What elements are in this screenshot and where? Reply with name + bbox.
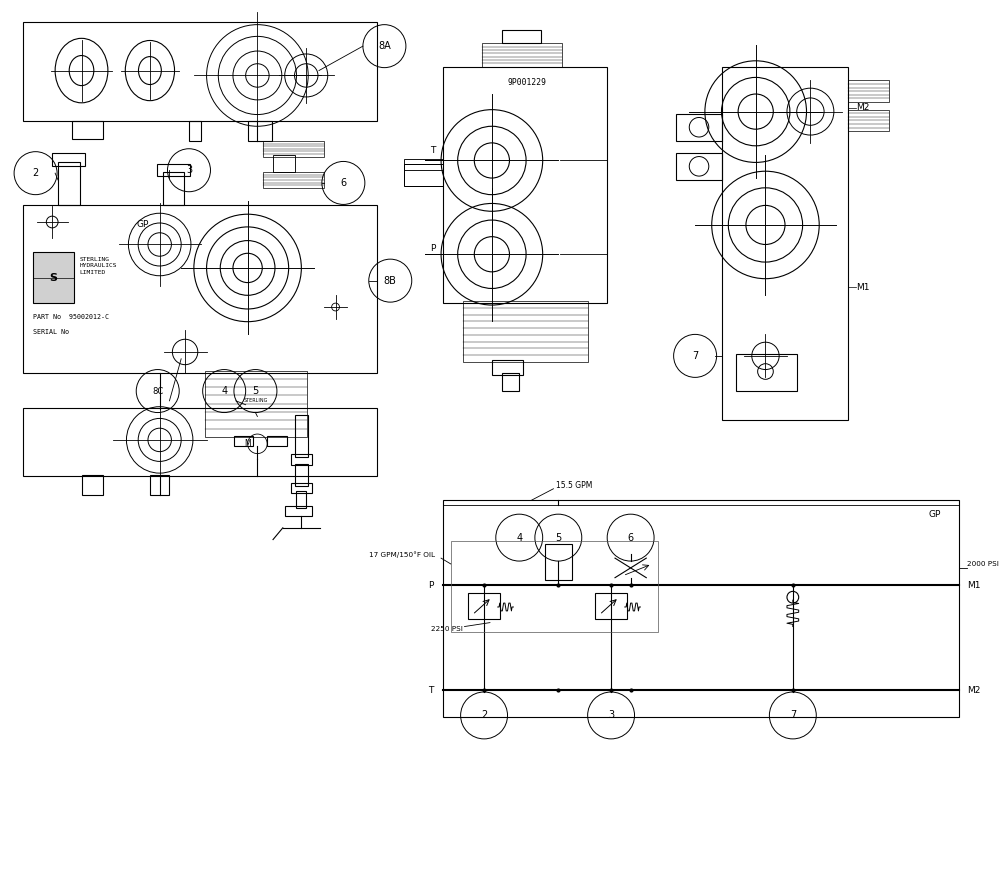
Bar (23, 206, 377, 373)
Bar (82, 475, 103, 494)
Text: M2: M2 (856, 103, 870, 112)
Text: M2: M2 (967, 685, 980, 694)
Text: 5: 5 (252, 386, 259, 396)
Text: 2000 PSI: 2000 PSI (967, 561, 999, 567)
Bar (58, 162, 80, 206)
Text: 2: 2 (481, 711, 487, 720)
Text: 2250 PSI: 2250 PSI (431, 626, 463, 632)
Bar (848, 80, 889, 102)
Text: STERLING
HYDRAULICS
LIMITED: STERLING HYDRAULICS LIMITED (80, 257, 117, 275)
Text: 4: 4 (221, 386, 227, 396)
Text: 2: 2 (32, 168, 39, 178)
Text: M1: M1 (967, 581, 980, 590)
Bar (291, 483, 312, 493)
Bar (263, 141, 324, 157)
Bar (23, 22, 377, 121)
Bar (267, 436, 287, 446)
Bar (451, 541, 658, 632)
Text: 15.5 GPM: 15.5 GPM (556, 481, 593, 490)
Bar (273, 154, 295, 172)
Bar (285, 507, 312, 516)
Bar (23, 408, 377, 476)
Bar (248, 121, 272, 141)
Text: SERIAL No: SERIAL No (33, 330, 69, 336)
Bar (443, 501, 959, 718)
Bar (736, 354, 797, 391)
Text: 6: 6 (628, 533, 634, 542)
Text: M1: M1 (856, 283, 870, 292)
Bar (33, 252, 74, 303)
Text: T: T (428, 685, 433, 694)
Bar (404, 164, 443, 186)
Bar (234, 436, 253, 446)
Text: 8C: 8C (152, 386, 163, 396)
Text: 8A: 8A (378, 41, 391, 51)
Bar (189, 121, 201, 141)
Bar (502, 30, 541, 44)
Bar (263, 172, 324, 187)
Text: PART No  95002012-C: PART No 95002012-C (33, 314, 109, 320)
Bar (492, 360, 523, 376)
Text: 3: 3 (186, 165, 192, 175)
Bar (205, 371, 307, 437)
Text: P: P (428, 581, 433, 590)
Bar (163, 172, 184, 206)
Text: 5: 5 (555, 533, 561, 542)
Bar (595, 593, 627, 619)
Bar (443, 66, 607, 303)
Bar (52, 153, 85, 167)
Bar (291, 453, 312, 466)
Bar (150, 475, 169, 494)
Bar (848, 110, 889, 131)
Text: S: S (49, 273, 57, 283)
Text: 6: 6 (340, 178, 346, 188)
Bar (463, 301, 588, 362)
Text: M: M (244, 439, 251, 448)
Text: STERLING: STERLING (243, 399, 268, 404)
Text: GP: GP (928, 509, 941, 519)
Text: P: P (430, 244, 435, 253)
Text: 4: 4 (516, 533, 522, 542)
Bar (676, 113, 722, 141)
Bar (676, 153, 722, 180)
Text: 8B: 8B (384, 276, 397, 286)
Bar (295, 464, 308, 486)
Text: 9P001229: 9P001229 (508, 78, 547, 87)
Text: 7: 7 (692, 351, 698, 361)
Text: T: T (430, 146, 435, 155)
Text: 17 GPM/150°F OIL: 17 GPM/150°F OIL (369, 551, 435, 557)
Bar (157, 164, 190, 176)
Bar (295, 415, 308, 457)
Bar (722, 66, 848, 420)
Bar (296, 491, 306, 508)
Bar (404, 159, 443, 170)
Bar (482, 44, 562, 66)
Text: 3: 3 (608, 711, 614, 720)
Bar (545, 544, 572, 580)
Text: GP: GP (136, 221, 149, 229)
Text: 7: 7 (790, 711, 796, 720)
Bar (502, 373, 519, 391)
Bar (468, 593, 500, 619)
Bar (72, 121, 103, 139)
